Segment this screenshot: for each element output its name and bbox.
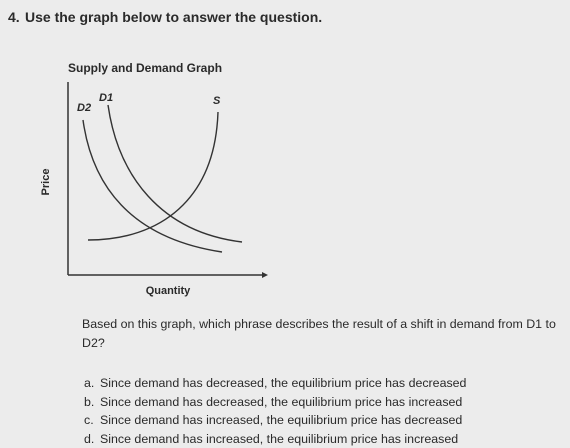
option-letter[interactable]: c. (84, 413, 94, 428)
d2-label: D2 (77, 102, 91, 114)
question-instruction: Use the graph below to answer the questi… (25, 9, 323, 25)
option-text[interactable]: Since demand has increased, the equilibr… (100, 413, 463, 428)
question-prompt: Based on this graph, which phrase descri… (82, 317, 556, 350)
graph-title: Supply and Demand Graph (68, 61, 223, 75)
option-letter[interactable]: b. (84, 394, 95, 409)
d2-curve (82, 119, 223, 253)
d1-label: D1 (99, 92, 113, 104)
x-axis-arrow (262, 272, 268, 278)
option-text[interactable]: Since demand has decreased, the equilibr… (100, 376, 467, 390)
option-letter[interactable]: a. (84, 376, 95, 390)
s-label: S (213, 95, 221, 107)
question-number: 4. (8, 9, 20, 25)
s-curve (87, 111, 219, 241)
y-axis-label: Price (40, 169, 52, 196)
d1-curve (107, 104, 243, 243)
x-axis-label: Quantity (146, 285, 191, 297)
option-text[interactable]: Since demand has increased, the equilibr… (100, 432, 459, 447)
option-text[interactable]: Since demand has decreased, the equilibr… (100, 394, 463, 409)
option-letter[interactable]: d. (84, 432, 95, 447)
